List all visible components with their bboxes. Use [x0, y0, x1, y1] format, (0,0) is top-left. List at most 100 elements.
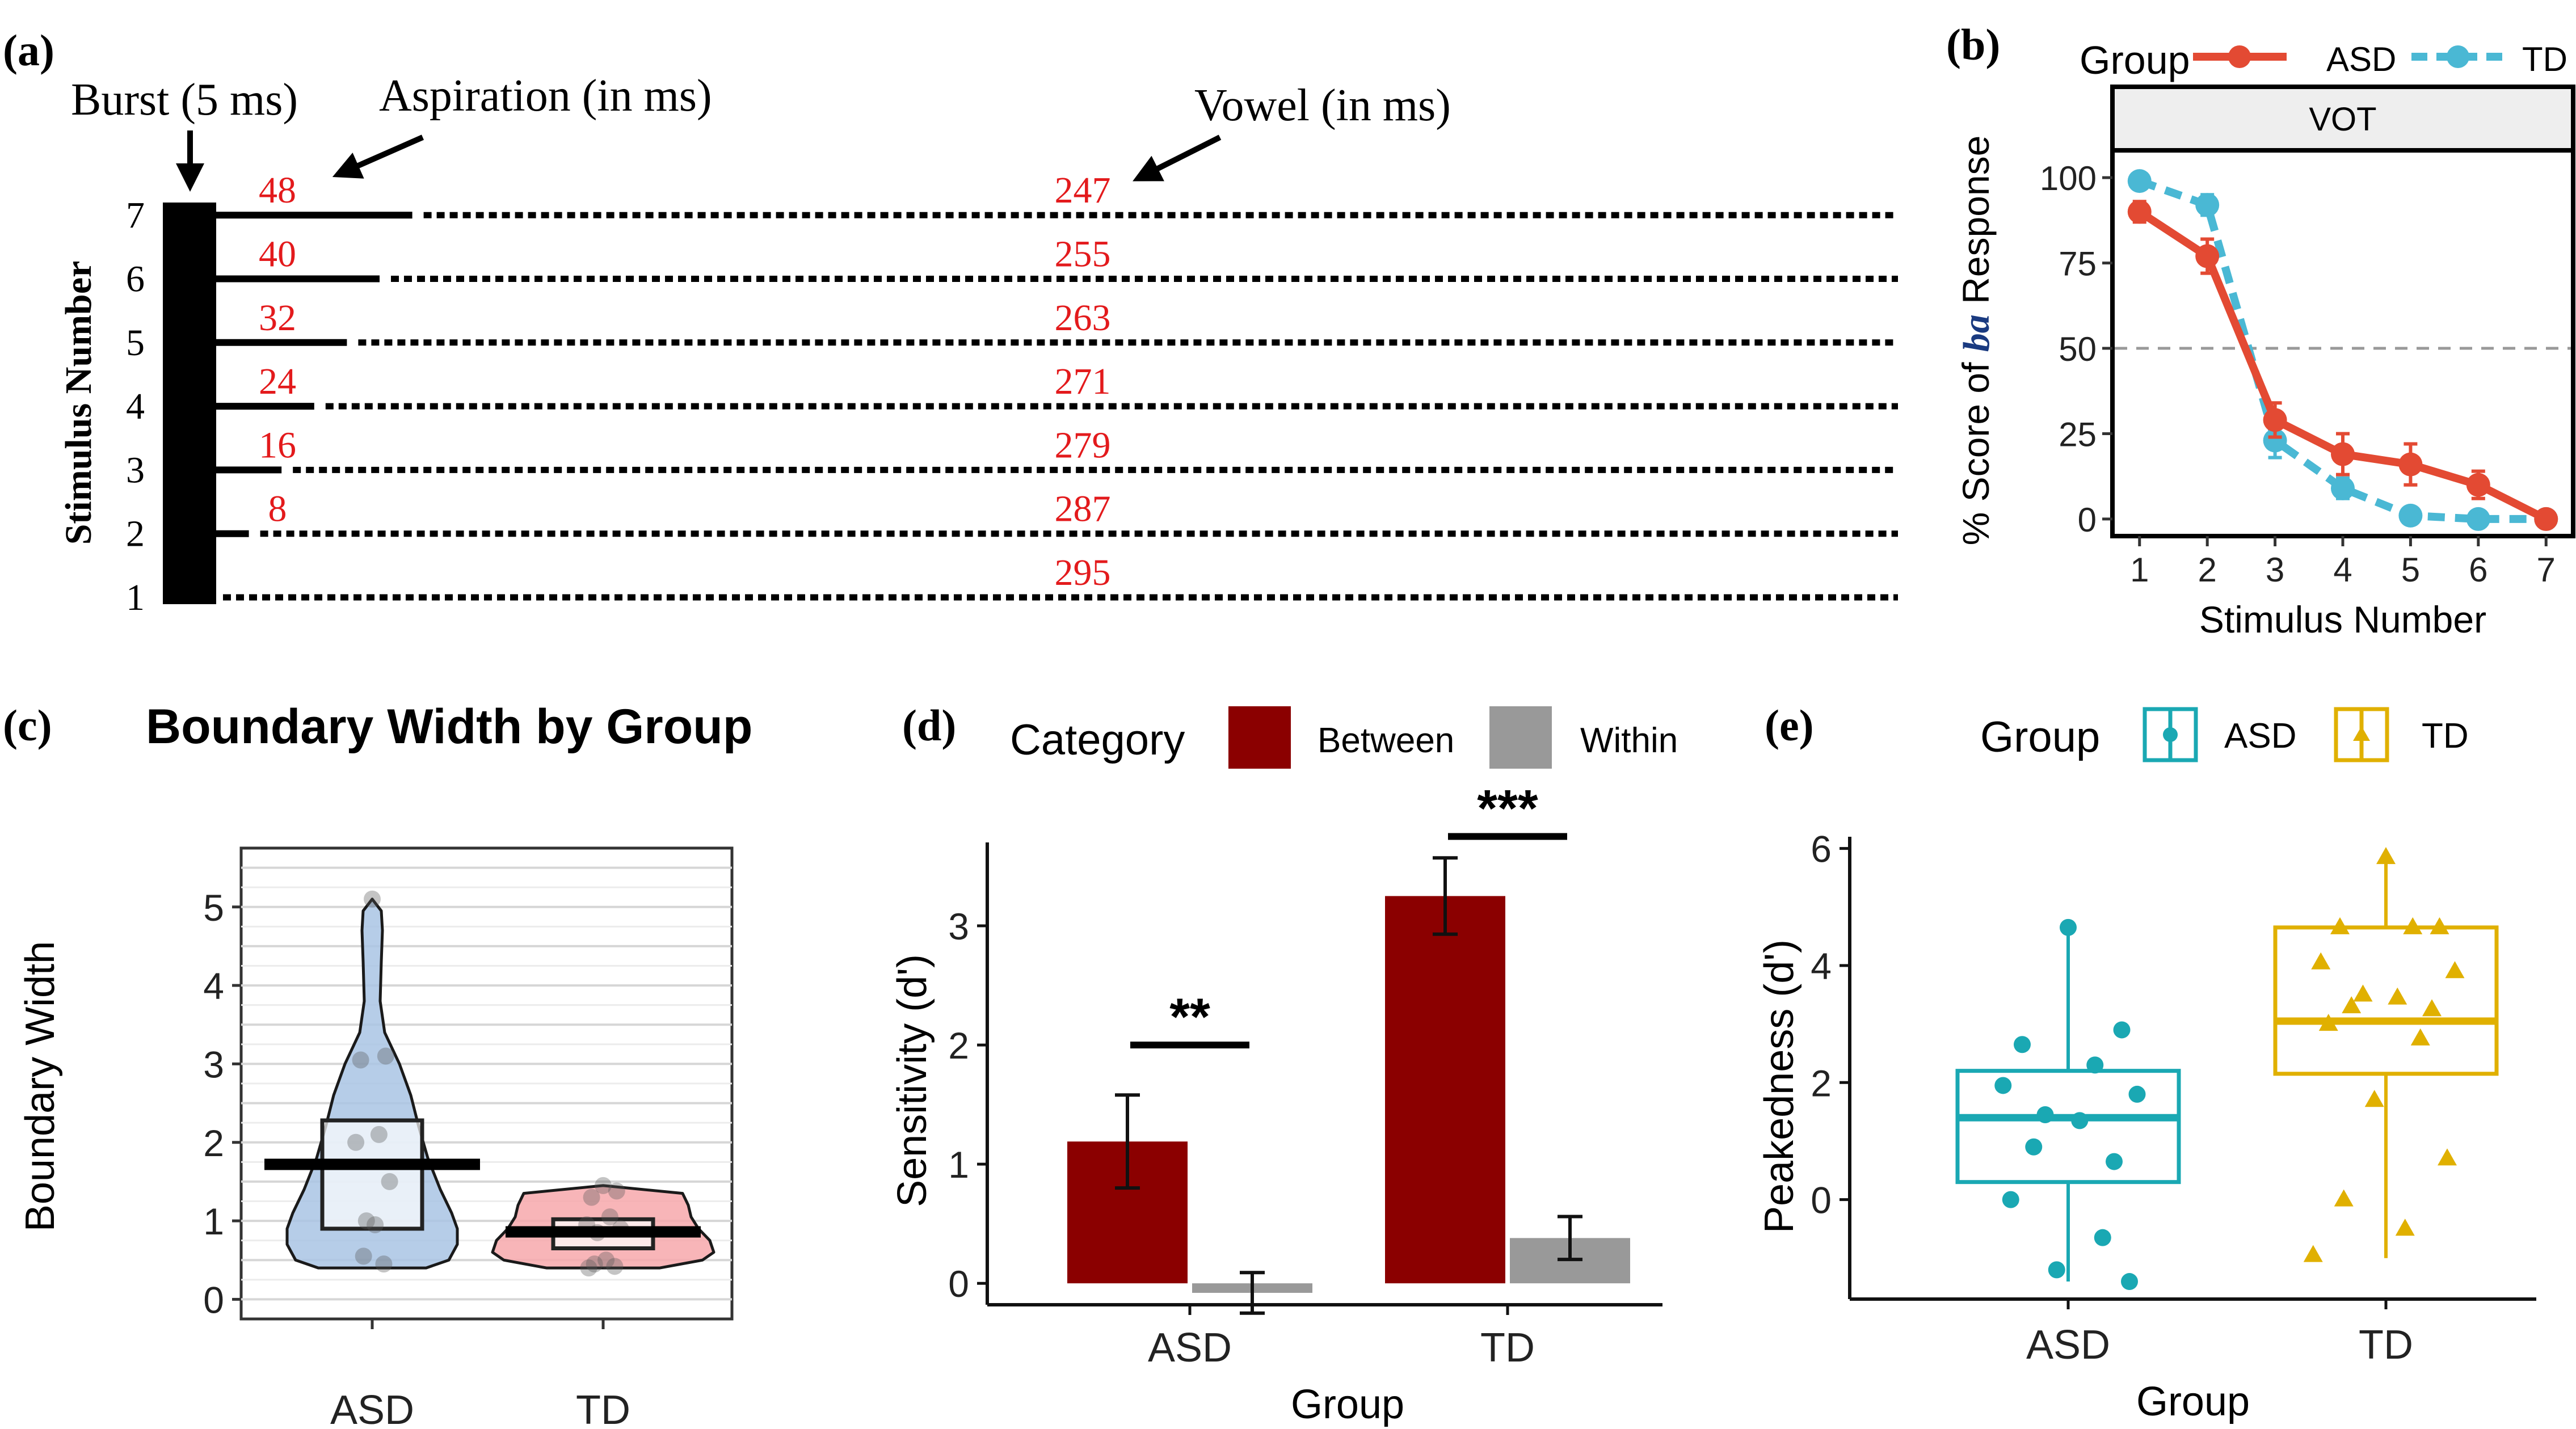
point-td [2403, 917, 2423, 934]
y-tick-label-1: 1 [948, 1144, 969, 1186]
y-tick-label-50: 50 [2059, 330, 2097, 368]
y-tick-label-0: 0 [948, 1263, 969, 1305]
stimulus-number-4: 4 [126, 386, 145, 427]
panel-c-boundary-width: (c) Boundary Width by Group Boundary Wid… [3, 699, 752, 1429]
box-asd [320, 1118, 424, 1231]
point-asd-4 [2331, 442, 2355, 466]
panel-b-tag: (b) [1946, 20, 2000, 69]
y-tick-label-75: 75 [2059, 245, 2097, 283]
point-asd-7 [2534, 507, 2558, 531]
x-tick-label-TD: TD [576, 1388, 630, 1429]
vowel-value-5: 263 [1055, 297, 1111, 339]
aspiration-value-3: 16 [259, 424, 296, 466]
point-td [2438, 1148, 2457, 1166]
burst-label: Burst (5 ms) [71, 75, 298, 125]
point-asd [2106, 1153, 2123, 1170]
point-td-5 [2398, 503, 2423, 528]
panel-d-xlabel: Group [1291, 1382, 1404, 1427]
y-tick-label-0: 0 [1811, 1179, 1832, 1221]
panel-e-axes: 0 2 4 6 ASD TD [1811, 828, 2536, 1368]
point-asd [364, 890, 381, 908]
point-asd-2 [2195, 244, 2220, 268]
aspiration-value-4: 24 [259, 361, 296, 402]
point-asd [375, 1255, 393, 1273]
panel-e-tag: (e) [1765, 701, 1814, 750]
panel-c-marks [264, 890, 715, 1277]
point-td [2311, 952, 2331, 969]
y-tick-label-3: 3 [948, 905, 969, 947]
point-td [580, 1259, 597, 1277]
panel-c-axes: 0 1 2 3 4 5 ASD TD [203, 846, 734, 1429]
y-tick-label-0: 0 [2078, 501, 2097, 539]
legend-between-label: Between [1318, 721, 1454, 760]
vowel-value-3: 279 [1055, 424, 1111, 466]
legend-asd-marker [2163, 727, 2178, 742]
point-td [2342, 996, 2362, 1014]
y-tick-label-2: 2 [1811, 1062, 1832, 1104]
legend-td-label: TD [2522, 40, 2567, 78]
point-td [2422, 999, 2442, 1017]
x-tick-label-ASD: ASD [330, 1388, 414, 1429]
panel-c-title: Boundary Width by Group [146, 699, 752, 754]
panel-b-legend: Group ASD TD [2080, 38, 2567, 82]
vowel-value-2: 287 [1055, 488, 1111, 530]
legend-within-swatch [1489, 706, 1552, 769]
y-tick-label-2: 2 [203, 1122, 224, 1164]
panel-c-ylabel: Boundary Width [18, 941, 63, 1232]
point-td-1 [2127, 169, 2152, 193]
point-asd [352, 1051, 369, 1069]
stimulus-number-1: 1 [126, 577, 145, 618]
panel-e-ylabel: Peakedness (d') [1757, 939, 1802, 1233]
legend-title: Category [1010, 716, 1185, 764]
panel-a-ylabel: Stimulus Number [58, 261, 99, 545]
panel-e-legend: Group ASD TD [1980, 707, 2469, 762]
panel-b-xlabel: Stimulus Number [2199, 598, 2486, 640]
panel-d-tag: (d) [902, 701, 956, 750]
legend-td-marker [2353, 726, 2370, 741]
y-tick-label-3: 3 [203, 1043, 224, 1085]
point-asd [355, 1247, 372, 1265]
stimulus-number-7: 7 [126, 195, 145, 236]
stimulus-number-2: 2 [126, 513, 145, 555]
y-tick-label-5: 5 [203, 887, 224, 929]
point-td [2353, 984, 2373, 1002]
y-tick-label-4: 4 [1811, 945, 1832, 987]
point-td [601, 1208, 618, 1226]
point-td [2364, 1090, 2384, 1107]
panel-d-marks: ***** [1067, 779, 1630, 1315]
point-td [2330, 917, 2350, 934]
legend-td-marker [2447, 45, 2469, 68]
stimulus-rows: 1 295 2 8 287 3 16 279 4 24 271 5 32 263 6 40 255 7 48 247 [126, 170, 1898, 618]
point-asd-3 [2263, 408, 2287, 432]
legend-asd-label: ASD [2224, 716, 2296, 756]
point-asd [2014, 1036, 2031, 1053]
point-asd [357, 1212, 375, 1230]
x-tick-label-1: 1 [2130, 551, 2149, 589]
panel-d-legend: Category Between Within [1010, 706, 1678, 769]
y-tick-label-100: 100 [2040, 159, 2097, 197]
y-tick-label-25: 25 [2059, 415, 2097, 453]
point-asd [2048, 1261, 2065, 1279]
vowel-value-4: 271 [1055, 361, 1111, 402]
point-td [606, 1258, 624, 1275]
panel-a-tag: (a) [3, 26, 54, 75]
legend-within-label: Within [1580, 721, 1678, 760]
vowel-label: Vowel (in ms) [1194, 81, 1451, 130]
facet-strip-label: VOT [2309, 101, 2376, 138]
point-asd [1994, 1077, 2012, 1094]
point-td [2334, 1189, 2354, 1207]
point-td [608, 1182, 625, 1200]
bar-between-td [1385, 896, 1505, 1284]
point-td [2318, 1014, 2338, 1031]
vowel-value-7: 247 [1055, 170, 1111, 211]
box-td [2273, 925, 2499, 1076]
legend-td-label: TD [2422, 716, 2469, 756]
aspiration-value-5: 32 [259, 297, 296, 339]
point-td [2388, 987, 2407, 1005]
point-asd [2121, 1273, 2138, 1291]
point-asd [347, 1133, 365, 1151]
y-tick-label-0: 0 [203, 1279, 224, 1321]
point-td [2376, 847, 2396, 865]
panel-e-peakedness: (e) Group ASD TD Peakedness (d') Group 0… [1757, 701, 2536, 1424]
vowel-value-1: 295 [1055, 552, 1111, 593]
